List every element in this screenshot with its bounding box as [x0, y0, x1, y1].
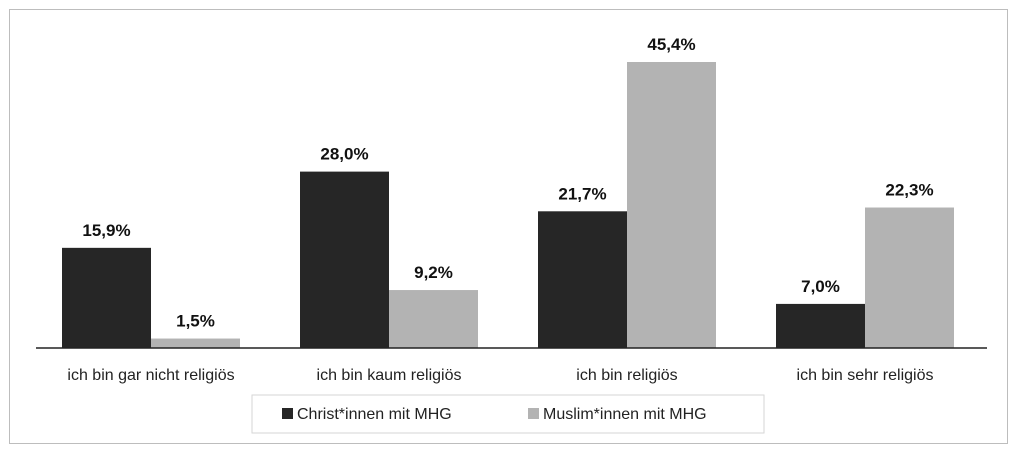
data-label-series-2-cat-4: 22,3% — [885, 181, 933, 200]
bar-series-2-cat-4 — [865, 207, 954, 348]
category-label-4: ich bin sehr religiös — [797, 367, 934, 384]
legend-swatch-series-2 — [528, 408, 539, 419]
data-label-series-1-cat-1: 15,9% — [82, 221, 130, 240]
legend-swatch-series-1 — [282, 408, 293, 419]
bar-series-1-cat-1 — [62, 247, 151, 348]
bar-series-1-cat-2 — [300, 171, 389, 348]
data-label-series-1-cat-3: 21,7% — [558, 184, 606, 203]
data-label-series-2-cat-2: 9,2% — [414, 263, 453, 282]
bar-series-2-cat-3 — [627, 62, 716, 348]
bar-series-2-cat-2 — [389, 290, 478, 348]
legend-box — [251, 394, 765, 434]
bar-series-1-cat-4 — [776, 303, 865, 348]
category-label-1: ich bin gar nicht religiös — [67, 367, 234, 384]
data-label-series-2-cat-1: 1,5% — [176, 312, 215, 331]
data-label-series-1-cat-2: 28,0% — [320, 145, 368, 164]
category-label-2: ich bin kaum religiös — [317, 367, 462, 384]
data-label-series-1-cat-4: 7,0% — [801, 277, 840, 296]
chart-frame — [9, 9, 1008, 444]
legend-label-series-2: Muslim*innen mit MHG — [543, 406, 707, 423]
bar-series-1-cat-3 — [538, 211, 627, 348]
legend-label-series-1: Christ*innen mit MHG — [297, 406, 452, 423]
data-label-series-2-cat-3: 45,4% — [647, 35, 695, 54]
bar-series-2-cat-1 — [151, 338, 240, 348]
category-label-3: ich bin religiös — [576, 367, 677, 384]
legend: Christ*innen mit MHG Muslim*innen mit MH… — [251, 394, 765, 434]
